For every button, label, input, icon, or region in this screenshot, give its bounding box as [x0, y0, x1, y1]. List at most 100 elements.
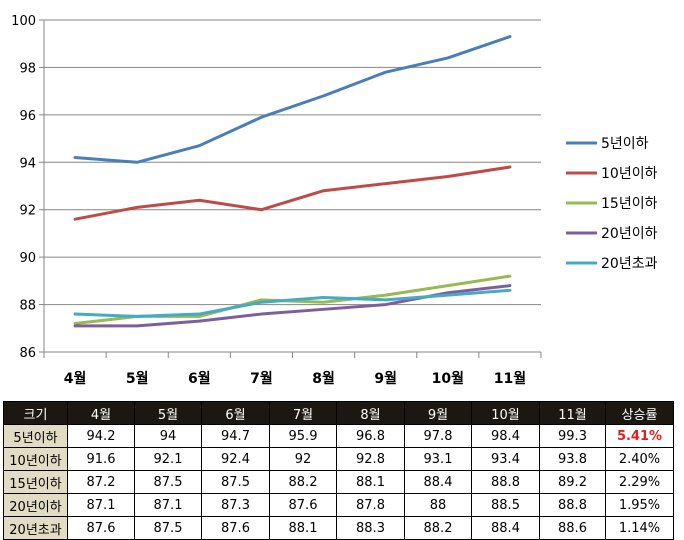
table-cell: 87.5 — [201, 470, 270, 494]
header-month: 8월 — [336, 401, 405, 425]
table-cell: 88 — [404, 493, 472, 517]
rise-rate-cell: 2.40% — [605, 447, 674, 471]
table-cell: 87.5 — [134, 470, 202, 494]
header-month: 4월 — [67, 401, 135, 425]
rise-rate-cell: 2.29% — [605, 470, 674, 494]
series-line — [73, 165, 512, 221]
table-cell: 88.6 — [539, 516, 606, 540]
y-tick-label: 94 — [19, 156, 36, 171]
table-cell: 87.6 — [67, 516, 135, 540]
y-tick-label: 90 — [19, 251, 36, 266]
table-cell: 94 — [134, 424, 202, 448]
x-tick-label: 8월 — [312, 370, 335, 387]
header-size: 크기 — [3, 401, 68, 425]
line-chart: 86 88 90 92 94 96 98 100 4월 5월 6월 7월 8월 9월 10월 11월 5년이… — [11, 14, 658, 387]
table-cell: 92.8 — [336, 447, 405, 471]
legend-label: 5년이하 — [601, 136, 649, 152]
row-label: 15년이하 — [3, 470, 68, 494]
table-cell: 87.1 — [67, 493, 135, 517]
table-cell: 87.3 — [201, 493, 270, 517]
header-month: 9월 — [404, 401, 472, 425]
table-cell: 97.8 — [404, 424, 472, 448]
table-cell: 88.2 — [404, 516, 472, 540]
x-tick-label: 6월 — [188, 370, 211, 387]
header-month: 5월 — [134, 401, 202, 425]
y-tick-label: 100 — [11, 14, 36, 29]
row-label: 10년이하 — [3, 447, 68, 471]
row-label: 5년이하 — [3, 424, 68, 448]
rise-rate-cell: 5.41% — [605, 424, 674, 448]
table-row: 15년이하 87.2 87.5 87.5 88.2 88.1 88.4 88.8 89.2 2.2… — [3, 470, 674, 494]
table-cell: 88.2 — [269, 470, 337, 494]
table-cell: 87.2 — [67, 470, 135, 494]
table-cell: 88.4 — [471, 516, 540, 540]
table-cell: 89.2 — [539, 470, 606, 494]
y-tick-label: 88 — [19, 299, 36, 314]
y-tick-label: 86 — [19, 346, 36, 361]
data-table: 크기 4월 5월 6월 7월 8월 9월 10월 11월 상승률 5년이하 94.2 94 94.7 95… — [3, 401, 674, 540]
table-cell: 94.7 — [201, 424, 270, 448]
series-line — [73, 284, 512, 328]
table-cell: 88.1 — [269, 516, 337, 540]
x-tick-label: 11월 — [494, 370, 526, 387]
table-row: 5년이하 94.2 94 94.7 95.9 96.8 97.8 98.4 99.3 5.41% — [3, 424, 674, 448]
legend-label: 15년이하 — [601, 196, 658, 212]
y-axis-ticks: 86 88 90 92 94 96 98 100 — [11, 14, 36, 361]
header-rise-rate: 상승률 — [605, 401, 674, 425]
x-tick-label: 7월 — [250, 370, 273, 387]
header-month: 11월 — [539, 401, 606, 425]
table-cell: 88.8 — [471, 470, 540, 494]
table-header-row: 크기 4월 5월 6월 7월 8월 9월 10월 11월 상승률 — [3, 401, 674, 425]
table-cell: 88.3 — [336, 516, 405, 540]
chart-svg: 86 88 90 92 94 96 98 100 4월 5월 6월 7월 8월 9월 10월 11월 5년이… — [11, 14, 658, 387]
grid-layer — [39, 19, 542, 358]
table-cell: 88.5 — [471, 493, 540, 517]
table-cell: 96.8 — [336, 424, 405, 448]
table-cell: 87.1 — [134, 493, 202, 517]
table-row: 10년이하 91.6 92.1 92.4 92 92.8 93.1 93.4 93.8 2.40% — [3, 447, 674, 471]
table-row: 20년초과 87.6 87.5 87.6 88.1 88.3 88.2 88.4 88.6 1.1… — [3, 516, 674, 540]
legend-label: 20년초과 — [601, 256, 658, 272]
x-tick-label: 9월 — [374, 370, 397, 387]
y-tick-label: 92 — [19, 204, 36, 219]
table-cell: 98.4 — [471, 424, 540, 448]
table-cell: 88.1 — [336, 470, 405, 494]
table-cell: 92.4 — [201, 447, 270, 471]
table-cell: 87.6 — [201, 516, 270, 540]
table-cell: 95.9 — [269, 424, 337, 448]
table-cell: 87.5 — [134, 516, 202, 540]
x-axis-ticks: 4월 5월 6월 7월 8월 9월 10월 11월 — [64, 370, 526, 387]
y-tick-label: 98 — [19, 61, 36, 76]
x-tick-label: 5월 — [126, 370, 149, 387]
table-cell: 91.6 — [67, 447, 135, 471]
row-label: 20년이하 — [3, 493, 68, 517]
series-line — [73, 288, 512, 318]
table-cell: 93.4 — [471, 447, 540, 471]
rise-rate-cell: 1.95% — [605, 493, 674, 517]
series-layer — [73, 35, 512, 328]
y-tick-label: 96 — [19, 109, 36, 124]
table-cell: 93.1 — [404, 447, 472, 471]
table-row: 20년이하 87.1 87.1 87.3 87.6 87.8 88 88.5 88.8 1.95% — [3, 493, 674, 517]
legend-label: 20년이하 — [601, 226, 658, 242]
table-cell: 87.6 — [269, 493, 337, 517]
table-cell: 94.2 — [67, 424, 135, 448]
table-cell: 99.3 — [539, 424, 606, 448]
row-label: 20년초과 — [3, 516, 68, 540]
legend: 5년이하 10년이하 15년이하 20년이하 20년초과 — [566, 136, 658, 272]
header-month: 10월 — [471, 401, 540, 425]
legend-label: 10년이하 — [601, 166, 658, 182]
table-cell: 88.8 — [539, 493, 606, 517]
table-cell: 92.1 — [134, 447, 202, 471]
header-month: 6월 — [201, 401, 270, 425]
header-month: 7월 — [269, 401, 337, 425]
table-cell: 92 — [269, 447, 337, 471]
table-cell: 88.4 — [404, 470, 472, 494]
series-line — [73, 35, 512, 164]
x-tick-label: 4월 — [64, 370, 87, 387]
table-cell: 87.8 — [336, 493, 405, 517]
rise-rate-cell: 1.14% — [605, 516, 674, 540]
table-cell: 93.8 — [539, 447, 606, 471]
x-tick-label: 10월 — [432, 370, 464, 387]
table-body: 5년이하 94.2 94 94.7 95.9 96.8 97.8 98.4 99.3 5.41% 1… — [3, 424, 674, 540]
